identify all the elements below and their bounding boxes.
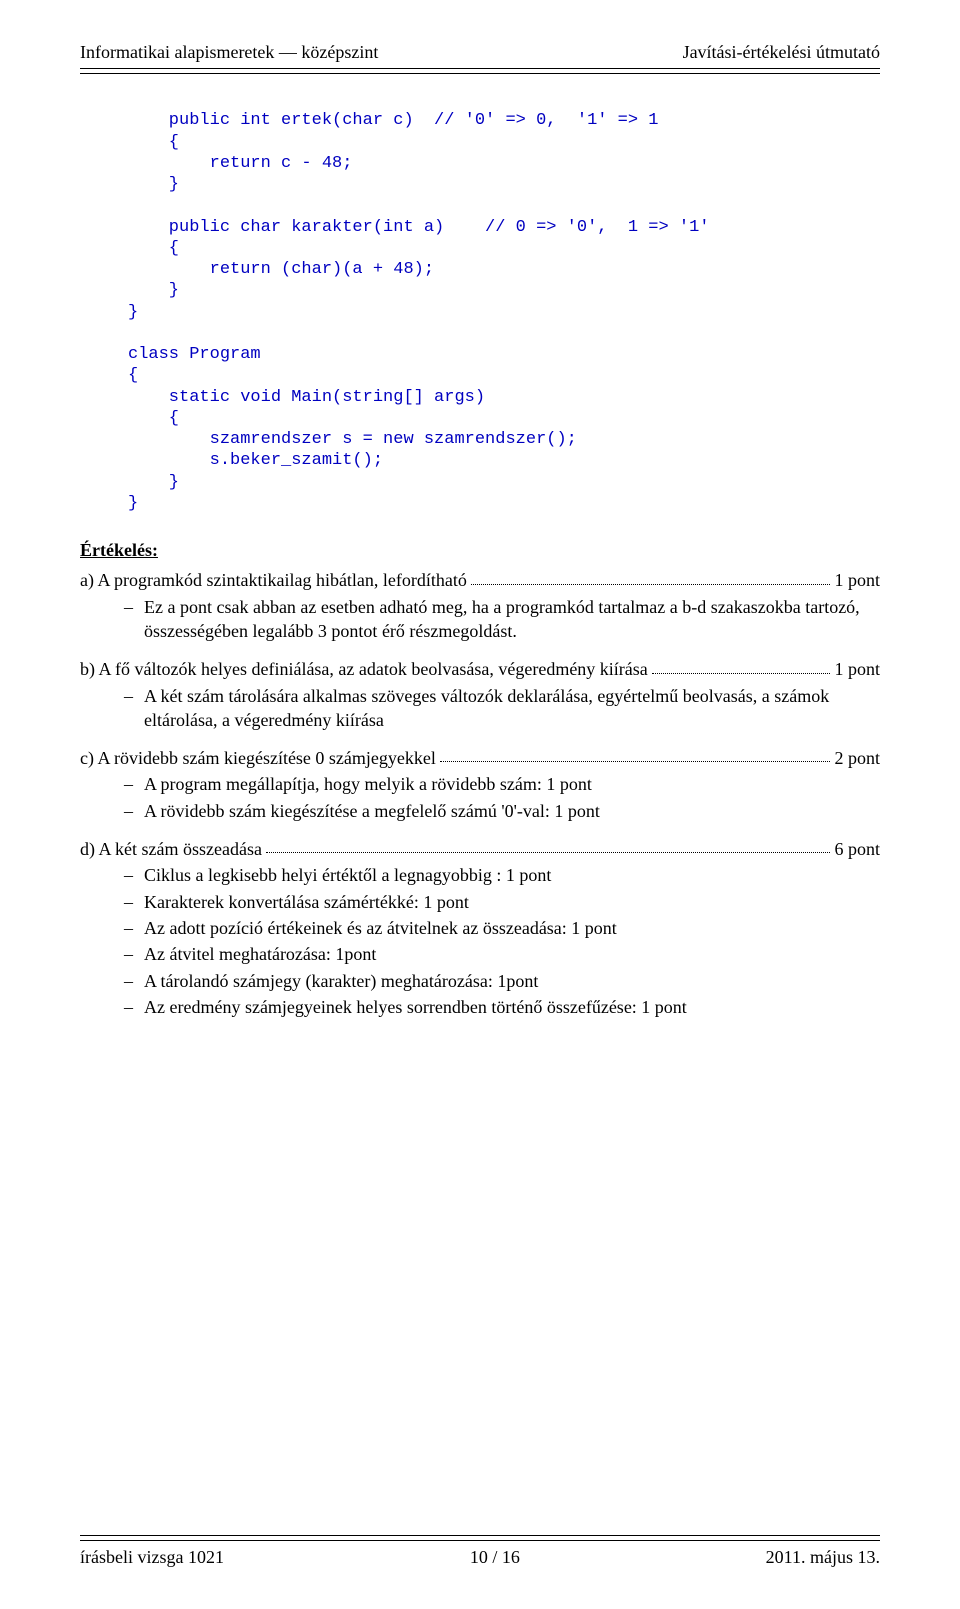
item-sub-list: A program megállapítja, hogy melyik a rö… <box>124 772 880 823</box>
item-lead: b) A fő változók helyes definiálása, az … <box>80 657 648 681</box>
item-sub: Az adott pozíció értékeinek és az átvite… <box>124 916 880 940</box>
leader-dots <box>440 761 831 762</box>
evaluation-item: b) A fő változók helyes definiálása, az … <box>80 657 880 732</box>
item-sub: Karakterek konvertálása számértékké: 1 p… <box>124 890 880 914</box>
evaluation-item: a) A programkód szintaktikailag hibátlan… <box>80 568 880 643</box>
header-rule-2 <box>80 73 880 74</box>
page-header: Informatikai alapismeretek — középszint … <box>80 40 880 64</box>
item-head: b) A fő változók helyes definiálása, az … <box>80 657 880 681</box>
evaluation-items: a) A programkód szintaktikailag hibátlan… <box>80 568 880 1019</box>
footer-left: írásbeli vizsga 1021 <box>80 1545 224 1569</box>
leader-dots <box>266 852 831 853</box>
item-sub: A két szám tárolására alkalmas szöveges … <box>124 684 880 733</box>
footer-rule-2 <box>80 1540 880 1541</box>
item-points: 2 pont <box>834 746 880 770</box>
item-sub: A program megállapítja, hogy melyik a rö… <box>124 772 880 796</box>
item-sub: A rövidebb szám kiegészítése a megfelelő… <box>124 799 880 823</box>
item-sub-list: Ciklus a legkisebb helyi értéktől a legn… <box>124 863 880 1019</box>
item-sub: Ez a pont csak abban az esetben adható m… <box>124 595 880 644</box>
item-points: 1 pont <box>834 657 880 681</box>
item-points: 6 pont <box>834 837 880 861</box>
footer-rule-1 <box>80 1535 880 1536</box>
item-lead: c) A rövidebb szám kiegészítése 0 számje… <box>80 746 436 770</box>
item-lead: d) A két szám összeadása <box>80 837 262 861</box>
page-footer: írásbeli vizsga 1021 10 / 16 2011. május… <box>80 1531 880 1569</box>
item-head: d) A két szám összeadása 6 pont <box>80 837 880 861</box>
item-points: 1 pont <box>834 568 880 592</box>
item-lead: a) A programkód szintaktikailag hibátlan… <box>80 568 467 592</box>
leader-dots <box>652 673 831 674</box>
item-sub: Ciklus a legkisebb helyi értéktől a legn… <box>124 863 880 887</box>
code-block: public int ertek(char c) // '0' => 0, '1… <box>128 110 880 514</box>
item-sub: A tárolandó számjegy (karakter) meghatár… <box>124 969 880 993</box>
item-sub: Az átvitel meghatározása: 1pont <box>124 942 880 966</box>
header-left: Informatikai alapismeretek — középszint <box>80 40 378 64</box>
leader-dots <box>471 584 831 585</box>
item-head: c) A rövidebb szám kiegészítése 0 számje… <box>80 746 880 770</box>
evaluation-item: d) A két szám összeadása 6 pontCiklus a l… <box>80 837 880 1019</box>
header-rule-1 <box>80 68 880 69</box>
header-right: Javítási-értékelési útmutató <box>683 40 880 64</box>
evaluation-title: Értékelés: <box>80 538 880 562</box>
evaluation-item: c) A rövidebb szám kiegészítése 0 számje… <box>80 746 880 823</box>
item-sub-list: A két szám tárolására alkalmas szöveges … <box>124 684 880 733</box>
item-sub: Az eredmény számjegyeinek helyes sorrend… <box>124 995 880 1019</box>
item-sub-list: Ez a pont csak abban az esetben adható m… <box>124 595 880 644</box>
footer-center: 10 / 16 <box>470 1545 520 1569</box>
item-head: a) A programkód szintaktikailag hibátlan… <box>80 568 880 592</box>
footer-right: 2011. május 13. <box>766 1545 880 1569</box>
